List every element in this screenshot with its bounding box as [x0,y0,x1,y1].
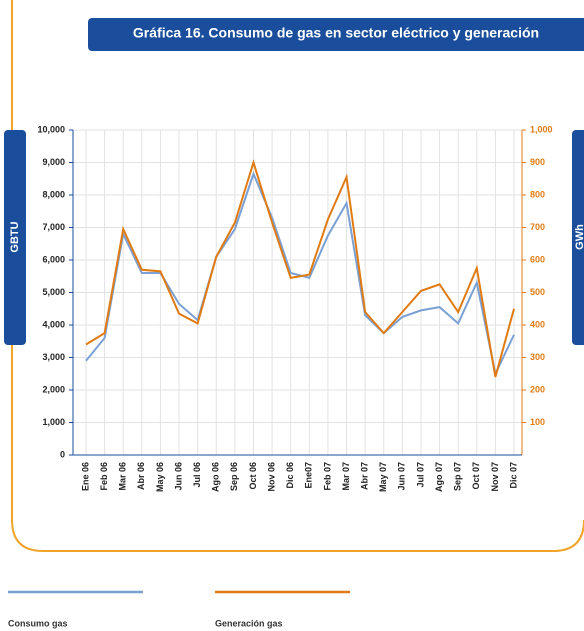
x-tick-label: Jun 07 [397,462,407,491]
y-tick-label: 7,000 [42,222,65,232]
x-tick-label: Ene07 [304,462,314,489]
series-line [85,159,515,378]
x-tick-label: May 07 [378,462,388,492]
y2-tick-label: 100 [530,417,545,427]
y2-tick-label: 300 [530,352,545,362]
x-tick-label: Abr 07 [360,462,370,490]
x-tick-label: Nov 06 [266,462,276,492]
x-tick-label: Jul 07 [415,462,425,488]
y2-tick-label: 900 [530,157,545,167]
x-tick-label: Jul 06 [192,462,202,488]
y-tick-label: 4,000 [42,319,65,329]
y2-tick-label: 800 [530,189,545,199]
title-banner [88,18,584,51]
x-tick-label: Mar 06 [118,462,128,491]
x-tick-label: Jun 06 [173,462,183,491]
x-tick-label: Nov 07 [490,462,500,492]
chart-title: Gráfica 16. Consumo de gas en sector elé… [133,25,539,41]
x-tick-label: Sep 06 [229,462,239,491]
y2-tick-label: 500 [530,287,545,297]
x-tick-label: Abr 06 [136,462,146,490]
y-tick-label: 10,000 [37,124,65,134]
x-tick-label: Oct 07 [471,462,481,490]
x-tick-label: Dic 07 [508,462,518,489]
y2-axis-label: GWh [574,224,584,250]
y-tick-label: 0 [60,449,65,459]
y-axis-label: GBTU [9,221,21,252]
y2-label-tab [572,130,584,345]
y2-tick-label: 200 [530,384,545,394]
y2-tick-label: 700 [530,222,545,232]
x-tick-label: Ene 06 [80,462,90,491]
x-tick-label: Mar 07 [341,462,351,491]
y-tick-label: 8,000 [42,189,65,199]
x-tick-label: Feb 07 [322,462,332,491]
y-tick-label: 9,000 [42,157,65,167]
y-tick-label: 5,000 [42,287,65,297]
y-label-tab [4,130,26,345]
x-tick-label: Oct 06 [248,462,258,490]
y-tick-label: 3,000 [42,352,65,362]
x-tick-label: May 06 [155,462,165,492]
y-tick-label: 2,000 [42,384,65,394]
x-tick-label: Feb 06 [99,462,109,491]
legend-label: Generación gas [215,618,283,628]
legend-label: Consumo gas [8,618,68,628]
x-tick-label: Dic 06 [285,462,295,489]
y2-tick-label: 400 [530,319,545,329]
y2-tick-label: 600 [530,254,545,264]
y-tick-label: 6,000 [42,254,65,264]
x-tick-label: Ago 06 [211,462,221,492]
y2-tick-label: 1,000 [530,124,553,134]
x-tick-label: Sep 07 [453,462,463,491]
y-tick-label: 1,000 [42,417,65,427]
frame [11,0,584,552]
x-tick-label: Ago 07 [434,462,444,492]
